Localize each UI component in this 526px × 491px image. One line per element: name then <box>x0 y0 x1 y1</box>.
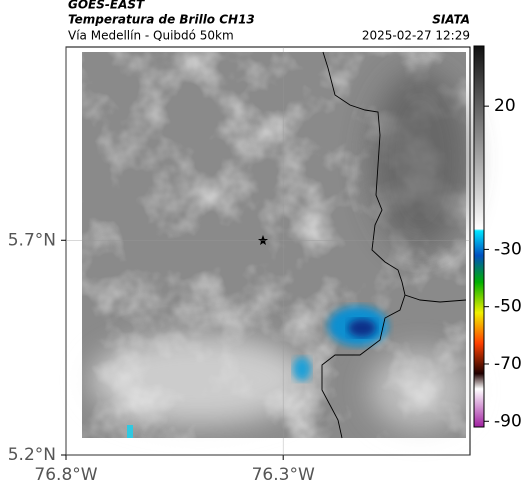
y-tick-label: 5.7°N <box>8 230 56 250</box>
x-tick-label: 76.3°W <box>252 465 315 485</box>
colorbar-tick-label: -30 <box>494 239 522 259</box>
colorbar-tick-label: -50 <box>494 297 522 317</box>
cold-cloud <box>127 306 388 438</box>
route: Vía Medellín - Quibdó 50km <box>68 29 234 43</box>
timestamp: 2025-02-27 12:29 <box>362 29 470 43</box>
map <box>65 46 471 456</box>
colorbar <box>473 45 485 428</box>
colorbar-tick-label: -90 <box>494 411 522 431</box>
x-tick-label: 76.8°W <box>34 465 97 485</box>
y-tick-label: 5.2°N <box>8 445 56 465</box>
border <box>321 294 406 439</box>
agency: SIATA <box>432 13 470 27</box>
source: GOES-EAST <box>68 0 145 12</box>
colorbar-tick-label: 20 <box>494 96 516 116</box>
product: Temperatura de Brillo CH13 <box>68 13 255 27</box>
cloud-shading <box>90 70 470 430</box>
colorbar-tick-label: -70 <box>494 354 522 374</box>
